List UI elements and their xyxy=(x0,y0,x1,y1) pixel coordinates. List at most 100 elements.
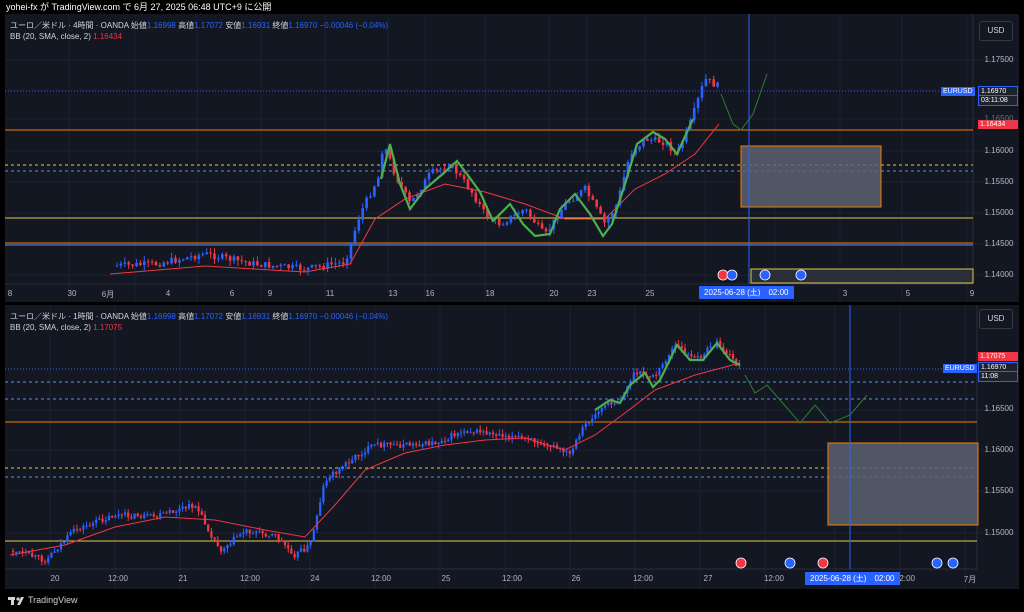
candle xyxy=(599,206,602,214)
candle xyxy=(603,213,606,223)
candle xyxy=(392,444,395,446)
candle xyxy=(325,480,328,486)
indicator-label[interactable]: BB (20, SMA, close, 2) xyxy=(10,32,91,41)
candle xyxy=(556,219,559,221)
candle xyxy=(443,440,447,442)
time-axis-label: 20 xyxy=(50,574,60,583)
candle xyxy=(104,520,107,522)
candle xyxy=(564,202,567,210)
chart-1h-canvas[interactable] xyxy=(5,305,1019,589)
candle xyxy=(260,265,263,267)
candle xyxy=(703,354,706,359)
candle xyxy=(568,201,571,203)
candle xyxy=(650,139,653,141)
symbol-tag: EURUSD xyxy=(943,364,977,373)
candle xyxy=(275,265,279,267)
candle xyxy=(716,82,719,87)
candle xyxy=(658,367,661,376)
candle xyxy=(279,264,283,267)
flash-event-icon xyxy=(717,269,729,281)
candle xyxy=(517,213,520,215)
candle xyxy=(562,448,565,453)
candle xyxy=(377,177,380,187)
candle xyxy=(224,254,228,257)
time-axis-label: 12:00 xyxy=(370,574,392,583)
change-value: −0.00046 (−0.04%) xyxy=(319,21,389,30)
chart-4h[interactable]: ユーロ／米ドル · 4時間 · OANDA 始値1.16998 高値1.1707… xyxy=(5,14,1019,302)
symbol-tag: EURUSD xyxy=(941,87,975,96)
candle xyxy=(696,356,699,358)
candle xyxy=(271,533,274,536)
candle xyxy=(290,548,293,554)
time-axis-label: 12:00 xyxy=(107,574,129,583)
candle xyxy=(728,354,731,356)
candle xyxy=(217,258,220,260)
candle xyxy=(98,518,101,520)
indicator-value: 1.16434 xyxy=(93,32,123,41)
low-label: 安値 xyxy=(225,312,242,321)
candle xyxy=(683,348,687,355)
candle xyxy=(223,548,226,552)
zigzag-wave-line xyxy=(594,341,741,411)
candle xyxy=(653,137,657,140)
zigzag-wave-line xyxy=(379,118,695,238)
candle xyxy=(168,510,171,513)
candle xyxy=(475,429,479,433)
candle xyxy=(607,218,610,223)
time-axis-label: 21 xyxy=(178,574,188,583)
candle xyxy=(291,265,294,269)
candle xyxy=(389,442,392,445)
candle xyxy=(210,531,213,538)
chart-1h[interactable]: ユーロ／米ドル · 1時間 · OANDA 始値1.16998 高値1.1707… xyxy=(5,305,1019,589)
candle xyxy=(181,506,184,509)
candle xyxy=(136,513,139,517)
indicator-label[interactable]: BB (20, SMA, close, 2) xyxy=(10,323,91,332)
time-axis-label: 16 xyxy=(425,289,435,298)
candle xyxy=(213,253,216,260)
candle xyxy=(88,525,91,527)
candle xyxy=(189,256,193,258)
close-value: 1.16970 xyxy=(288,312,318,321)
footer: TradingView xyxy=(0,589,1024,612)
time-axis-label: 6 xyxy=(229,289,235,298)
candle xyxy=(293,553,296,558)
candle xyxy=(521,210,524,214)
candle xyxy=(119,263,123,266)
candle xyxy=(681,141,684,148)
candle xyxy=(135,262,138,267)
candle xyxy=(143,514,146,518)
candle xyxy=(380,153,384,178)
currency-button[interactable]: USD xyxy=(979,21,1013,41)
crosshair-time-tag: 2025-06-28 (土) 02:00 xyxy=(699,286,794,299)
candle xyxy=(219,546,223,552)
candle xyxy=(185,257,189,260)
candle xyxy=(565,451,568,453)
candle xyxy=(34,555,37,557)
time-axis-label: 7月 xyxy=(963,575,977,584)
candle xyxy=(345,258,349,265)
candle xyxy=(725,350,728,355)
candle xyxy=(692,107,696,121)
price-axis-label: 1.16500 xyxy=(984,404,1014,413)
bollinger-band-line xyxy=(109,123,720,275)
time-axis-label: 12:00 xyxy=(894,574,916,583)
candle xyxy=(232,536,235,545)
chart-4h-canvas[interactable] xyxy=(5,14,1019,302)
candle xyxy=(423,179,427,191)
candle xyxy=(245,529,248,533)
candle xyxy=(360,454,363,457)
currency-button[interactable]: USD xyxy=(979,309,1013,329)
candle xyxy=(412,197,415,202)
candle xyxy=(560,209,563,220)
candle xyxy=(322,265,325,269)
candle xyxy=(75,528,79,530)
candle xyxy=(255,531,258,534)
low-value: 1.16931 xyxy=(241,21,271,30)
candle xyxy=(31,552,34,557)
bb-price-tag: 1.17075 xyxy=(978,352,1018,361)
candle xyxy=(501,433,504,438)
candle xyxy=(117,514,120,516)
candle xyxy=(107,515,111,521)
candle xyxy=(184,506,187,509)
candle xyxy=(667,355,671,362)
